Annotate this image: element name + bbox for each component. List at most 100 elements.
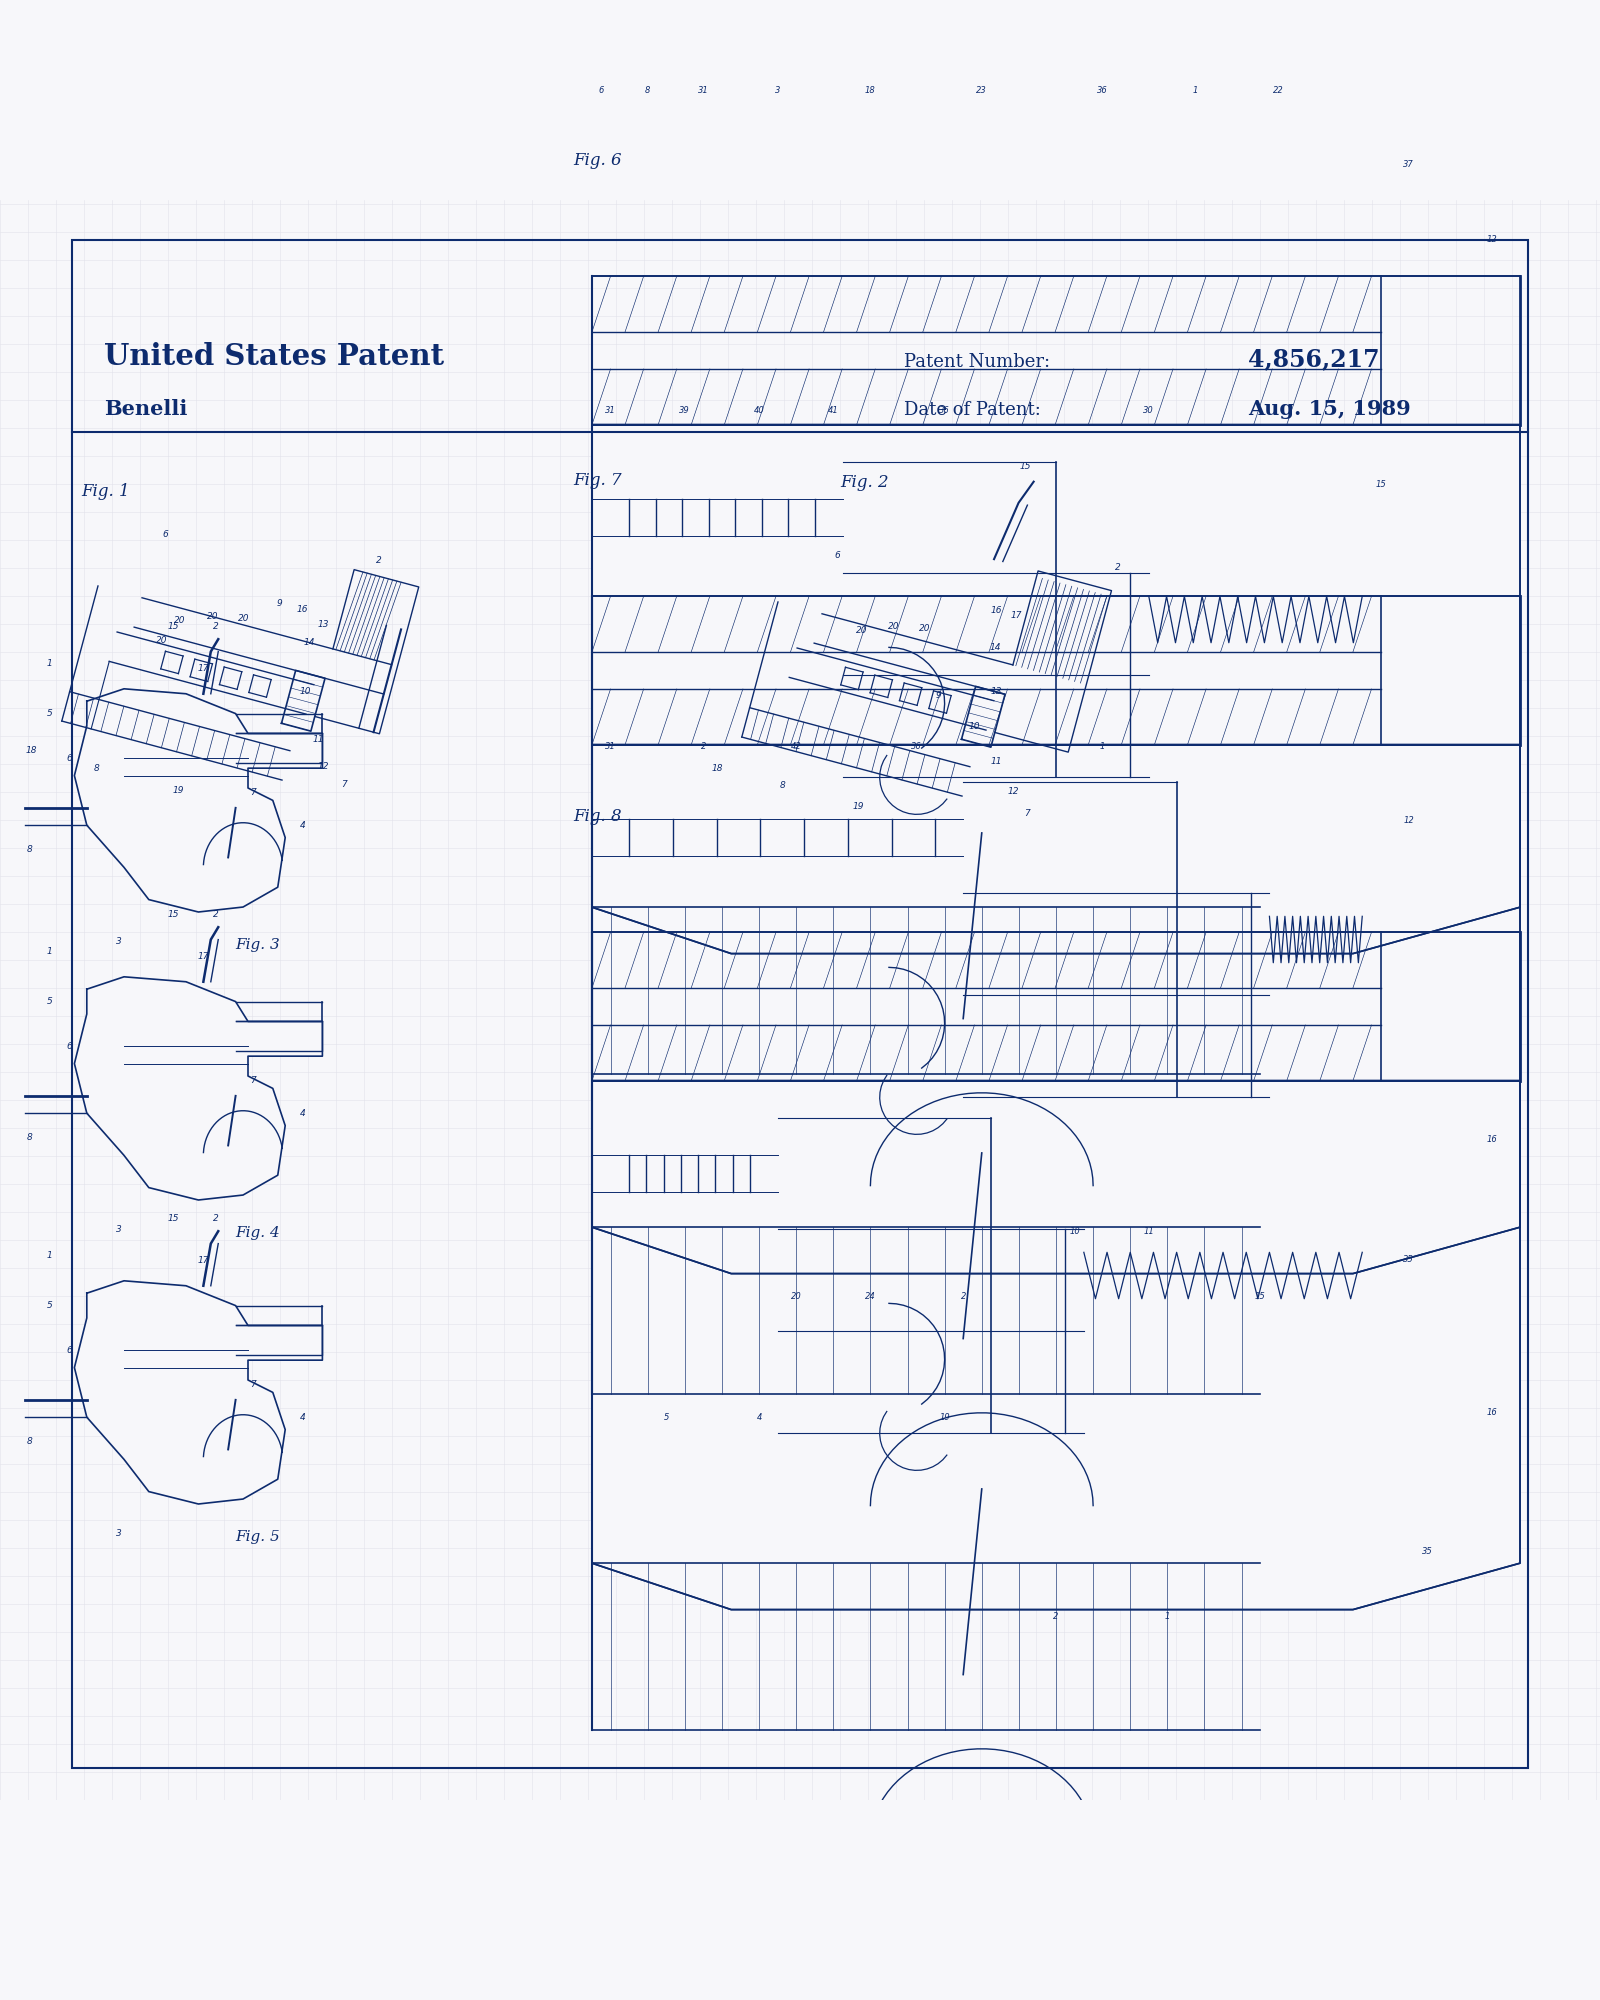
Text: 41: 41 <box>827 406 838 416</box>
Text: 6: 6 <box>598 86 603 96</box>
Text: 2: 2 <box>213 1214 219 1224</box>
Text: 15: 15 <box>1376 480 1386 490</box>
Text: 8: 8 <box>27 1134 32 1142</box>
Text: 3: 3 <box>117 938 122 946</box>
Text: Benelli: Benelli <box>104 400 187 420</box>
Text: 10: 10 <box>1069 1228 1080 1236</box>
Text: 20: 20 <box>856 626 867 636</box>
Text: 20: 20 <box>920 624 931 634</box>
Text: 24: 24 <box>866 1292 875 1302</box>
Text: 18: 18 <box>712 764 723 772</box>
Text: 35: 35 <box>1422 1548 1432 1556</box>
Text: 1: 1 <box>46 660 53 668</box>
Text: 20: 20 <box>888 622 899 632</box>
Polygon shape <box>592 1080 1520 1610</box>
Text: 13: 13 <box>318 620 330 628</box>
Text: Fig. 8: Fig. 8 <box>573 808 622 824</box>
Text: 1: 1 <box>46 948 53 956</box>
Text: 9: 9 <box>277 598 282 608</box>
Text: 14: 14 <box>990 644 1002 652</box>
Text: 7: 7 <box>250 1380 256 1390</box>
Text: 20: 20 <box>790 1292 802 1302</box>
Text: 12: 12 <box>1486 234 1498 244</box>
Text: 37: 37 <box>1403 160 1414 170</box>
Text: Fig. 6: Fig. 6 <box>573 152 622 168</box>
Text: Patent Number:: Patent Number: <box>904 354 1050 372</box>
Text: 8: 8 <box>27 846 32 854</box>
Text: 3: 3 <box>117 1530 122 1538</box>
Text: 6: 6 <box>835 550 840 560</box>
Text: 17: 17 <box>198 664 210 674</box>
Text: Fig. 2: Fig. 2 <box>840 474 890 490</box>
Text: 11: 11 <box>312 734 323 744</box>
Text: 8: 8 <box>27 1438 32 1446</box>
Text: 2: 2 <box>1115 562 1120 572</box>
Text: 30: 30 <box>1144 406 1154 416</box>
Text: 7: 7 <box>341 780 347 788</box>
Text: 15: 15 <box>1254 1292 1266 1302</box>
Text: 22: 22 <box>1274 86 1285 96</box>
Text: United States Patent: United States Patent <box>104 342 445 372</box>
Text: 16: 16 <box>1486 1408 1498 1418</box>
Text: 36: 36 <box>1098 86 1107 96</box>
Text: 31: 31 <box>605 406 616 416</box>
Text: 4: 4 <box>299 1108 306 1118</box>
Text: 17: 17 <box>198 952 210 962</box>
Text: 15: 15 <box>168 910 179 920</box>
Text: Fig. 4: Fig. 4 <box>235 1226 280 1240</box>
Text: 39: 39 <box>680 406 690 416</box>
Text: 4: 4 <box>299 820 306 830</box>
Text: 4: 4 <box>757 1414 762 1422</box>
Text: 42: 42 <box>790 742 802 752</box>
Text: 18: 18 <box>866 86 875 96</box>
Text: Aug. 15, 1989: Aug. 15, 1989 <box>1248 400 1411 420</box>
Text: 35: 35 <box>1403 1256 1414 1264</box>
Text: 2: 2 <box>213 910 219 920</box>
Text: 10: 10 <box>299 688 312 696</box>
Text: 6: 6 <box>162 530 168 540</box>
Text: 14: 14 <box>304 638 315 648</box>
Text: 8: 8 <box>93 764 99 772</box>
Text: 15: 15 <box>168 622 179 632</box>
Text: 16: 16 <box>990 606 1002 614</box>
Text: Fig. 1: Fig. 1 <box>82 484 130 500</box>
Text: 8: 8 <box>779 782 786 790</box>
Text: 2: 2 <box>376 556 381 564</box>
Text: 18: 18 <box>26 746 37 756</box>
Text: 31: 31 <box>605 742 616 752</box>
Text: 12: 12 <box>318 762 330 770</box>
Text: 6: 6 <box>67 1042 72 1050</box>
Text: 19: 19 <box>173 786 184 794</box>
Polygon shape <box>75 688 323 912</box>
Text: Date of Patent:: Date of Patent: <box>904 402 1042 420</box>
Text: 7: 7 <box>250 788 256 798</box>
Text: 16: 16 <box>1486 1134 1498 1144</box>
Text: 2: 2 <box>960 1292 966 1302</box>
Text: 11: 11 <box>990 756 1002 766</box>
Text: 4: 4 <box>299 1412 306 1422</box>
Text: 10: 10 <box>968 722 979 732</box>
Text: Fig. 5: Fig. 5 <box>235 1530 280 1544</box>
Text: 5: 5 <box>664 1414 669 1422</box>
Text: 5: 5 <box>46 710 53 718</box>
Text: 3: 3 <box>117 1226 122 1234</box>
Text: 40: 40 <box>754 406 765 416</box>
Text: 31: 31 <box>698 86 709 96</box>
Text: 16: 16 <box>298 604 309 614</box>
Text: 6: 6 <box>67 754 72 762</box>
Text: 2: 2 <box>1053 1612 1059 1622</box>
Text: 36: 36 <box>912 742 922 752</box>
Text: 9: 9 <box>936 690 941 700</box>
Text: 17: 17 <box>198 1256 210 1266</box>
Text: 1: 1 <box>1192 86 1198 96</box>
Text: 3: 3 <box>774 86 781 96</box>
Text: 15: 15 <box>1019 462 1030 472</box>
Text: 20: 20 <box>174 616 186 626</box>
Text: 20: 20 <box>206 612 218 622</box>
Text: 1: 1 <box>1165 1612 1170 1622</box>
Text: 2: 2 <box>701 742 706 752</box>
Text: 1: 1 <box>46 1252 53 1260</box>
Polygon shape <box>592 744 1520 1274</box>
Text: 20: 20 <box>238 614 250 624</box>
Text: 5: 5 <box>46 998 53 1006</box>
